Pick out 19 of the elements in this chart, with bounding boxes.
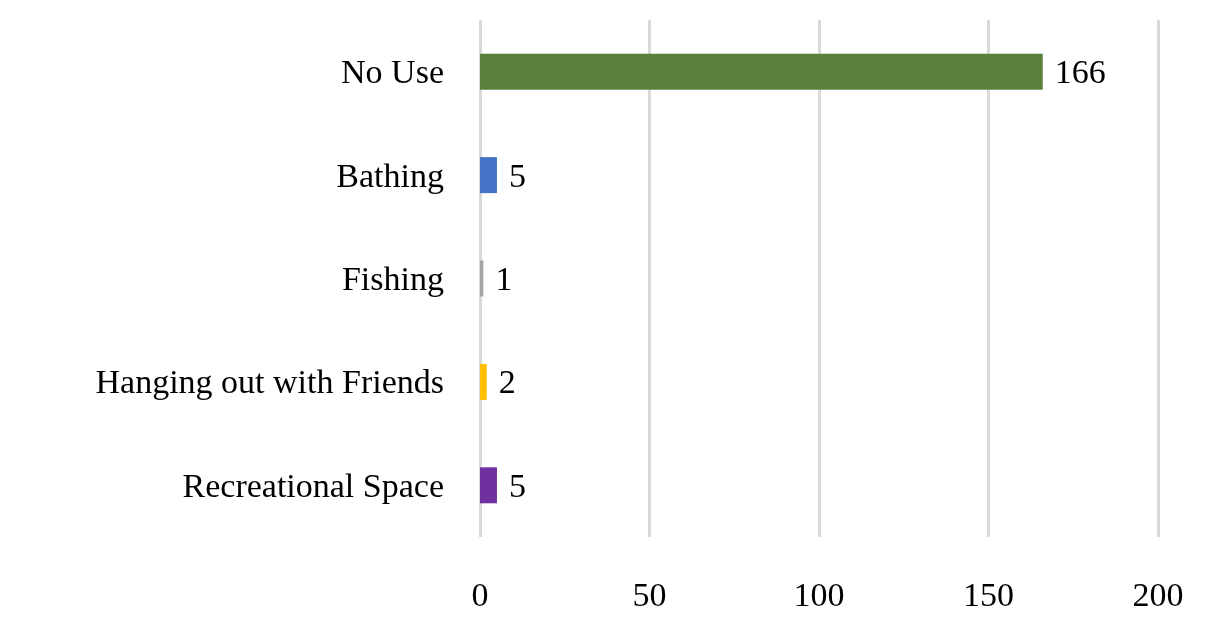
bar <box>480 53 1043 90</box>
y-tick-label: Bathing <box>336 156 444 194</box>
x-tick-label: 150 <box>963 575 1014 613</box>
x-tick-label: 100 <box>793 575 845 613</box>
bar <box>480 157 497 194</box>
y-tick-label: Recreational Space <box>182 466 444 504</box>
y-tick-label: No Use <box>341 53 444 91</box>
bar <box>480 467 497 504</box>
data-label: 2 <box>498 363 516 401</box>
y-tick-label: Hanging out with Friends <box>95 363 444 401</box>
y-tick-label: Fishing <box>341 260 444 297</box>
data-label: 5 <box>508 156 526 194</box>
data-label: 5 <box>508 466 526 504</box>
x-tick-label: 0 <box>471 575 489 613</box>
data-label: 1 <box>495 260 513 297</box>
x-tick-label: 200 <box>1132 575 1184 613</box>
x-tick-label: 50 <box>632 575 667 613</box>
bar <box>480 363 487 400</box>
data-label: 166 <box>1054 53 1106 91</box>
